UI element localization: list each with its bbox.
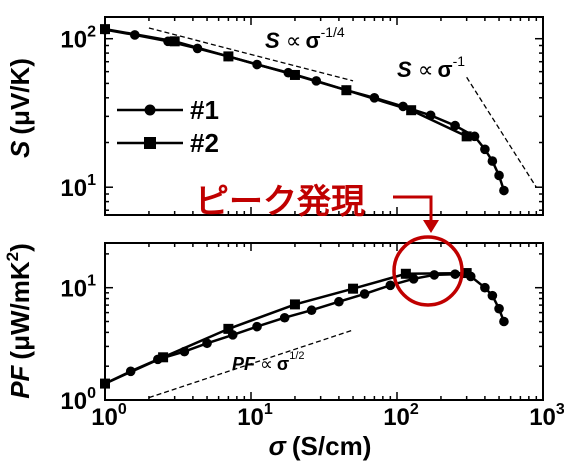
x-axis-title: σ (S/cm) bbox=[269, 431, 372, 461]
bottom-series-1-point bbox=[480, 282, 490, 293]
bottom-plot-frame bbox=[104, 242, 544, 401]
peak-annotation-arrowhead bbox=[423, 220, 439, 233]
guide-label-s-inverse: S ∝ σ-1 bbox=[397, 53, 465, 82]
top-series-2-point bbox=[100, 24, 110, 35]
top-series-1-point bbox=[450, 120, 460, 131]
top-guide-line-1 bbox=[148, 27, 354, 82]
bottom-series-1-point bbox=[306, 305, 317, 316]
guide-label-pf-half: PF ∝ σ1/2 bbox=[232, 350, 305, 374]
legend-marker-circle bbox=[144, 104, 156, 116]
legend-marker-square bbox=[144, 137, 156, 149]
top-series-2-point bbox=[169, 36, 180, 47]
bottom-y-tick-label-10^0: 100 bbox=[60, 385, 96, 415]
bottom-series-2-point bbox=[100, 378, 110, 389]
bottom-series-1-point bbox=[408, 273, 419, 284]
x-tick-label-10^3: 103 bbox=[529, 401, 564, 431]
top-series-1-point bbox=[494, 170, 504, 181]
x-tick-label-10^0: 100 bbox=[91, 401, 127, 431]
bottom-series-1-point bbox=[385, 280, 396, 291]
top-series-2-point bbox=[289, 69, 300, 80]
top-series-2-point bbox=[341, 85, 352, 96]
top-y-tick-label-10^1: 101 bbox=[60, 172, 96, 202]
top-y-tick-label-10^2: 102 bbox=[60, 24, 96, 54]
bottom-series-2-point bbox=[461, 268, 472, 279]
bottom-series-1-point bbox=[487, 290, 498, 301]
x-tick-label-10^1: 101 bbox=[237, 401, 273, 431]
bottom-series-2-point bbox=[158, 352, 169, 363]
bottom-y-axis-title: PF(μW/mK2) bbox=[3, 243, 35, 399]
bottom-series-1-point bbox=[429, 270, 440, 280]
bottom-series-1-point bbox=[252, 321, 262, 332]
bottom-series-1-line bbox=[104, 272, 506, 385]
top-series-1-point bbox=[480, 144, 490, 155]
bottom-series-1-point bbox=[359, 289, 370, 299]
legend-label-1: #1 bbox=[190, 95, 219, 125]
peak-annotation-text: ピーク発現 bbox=[195, 183, 365, 221]
bottom-y-tick-label-10^1: 101 bbox=[60, 273, 96, 303]
top-series-1-point bbox=[487, 156, 498, 166]
top-series-2-point bbox=[223, 51, 234, 62]
bottom-guide-line-1 bbox=[148, 329, 354, 399]
top-series-1-point bbox=[499, 185, 509, 196]
top-y-axis-title: S(μV/K) bbox=[5, 58, 35, 158]
bottom-series-2-point bbox=[348, 283, 359, 294]
bottom-series-1-point bbox=[499, 316, 509, 327]
bottom-series-1-point bbox=[494, 303, 504, 314]
bottom-series-1-point bbox=[334, 296, 344, 307]
guide-label-s-quarter: S ∝ σ-1/4 bbox=[265, 24, 345, 53]
bottom-series-2-point bbox=[289, 299, 300, 310]
legend-label-2: #2 bbox=[190, 128, 219, 158]
peak-highlight-circle bbox=[392, 235, 464, 307]
bottom-series-1-point bbox=[279, 312, 290, 323]
top-series-2-point bbox=[406, 105, 417, 116]
bottom-series-1-point bbox=[202, 338, 212, 349]
top-series-2-point bbox=[461, 131, 472, 142]
bottom-series-2-point bbox=[223, 323, 234, 334]
top-series-1-point bbox=[469, 131, 480, 142]
bottom-series-2-point bbox=[400, 268, 411, 279]
top-guide-line-2 bbox=[466, 76, 537, 188]
peak-annotation-arrow bbox=[393, 195, 433, 223]
x-tick-label-10^2: 102 bbox=[383, 401, 419, 431]
